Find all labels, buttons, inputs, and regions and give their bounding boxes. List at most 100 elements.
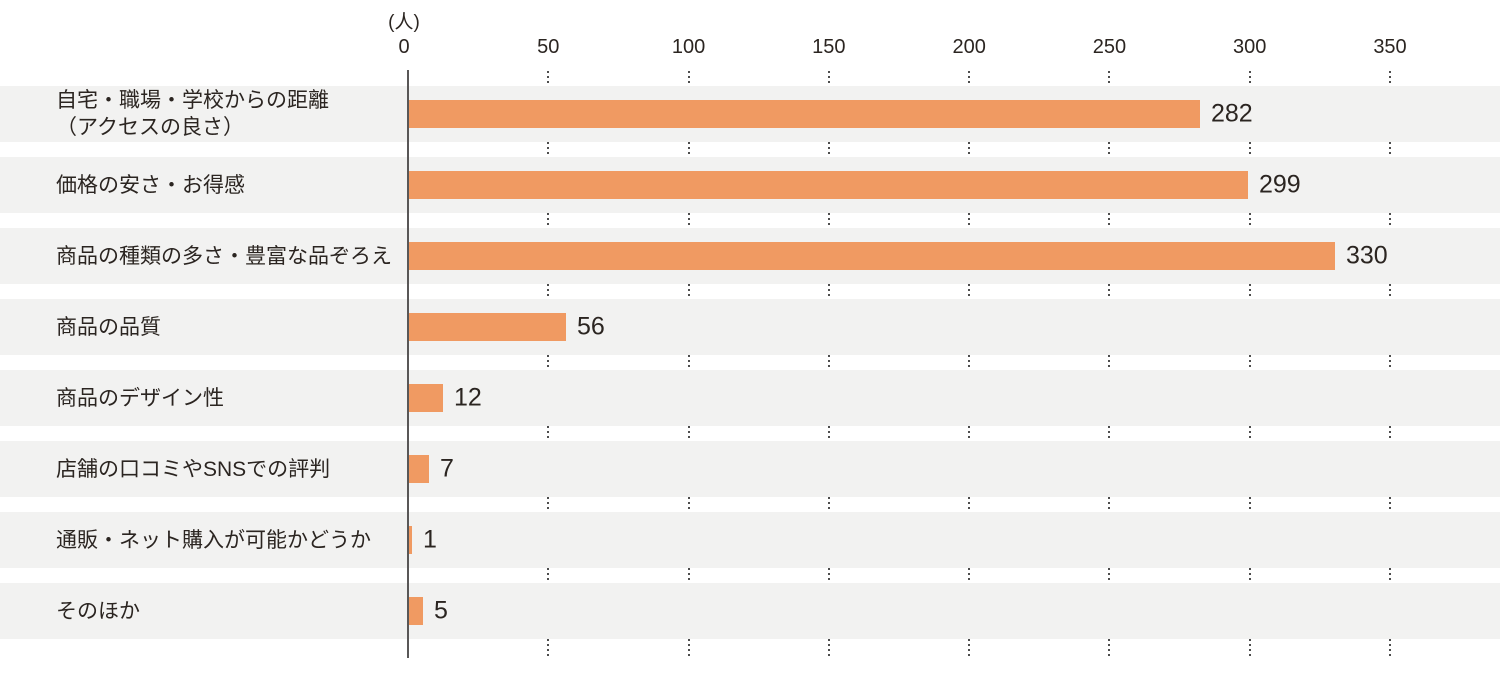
- grid-dotted-segment: [547, 426, 550, 441]
- x-tick-label: 350: [1373, 36, 1407, 58]
- category-label: 自宅・職場・学校からの距離 （アクセスの良さ）: [56, 89, 329, 139]
- grid-dotted-segment: [687, 355, 690, 370]
- x-tick-label: 0: [398, 36, 410, 58]
- grid-dotted-segment: [968, 639, 971, 658]
- grid-dotted-segment: [687, 426, 690, 441]
- grid-dotted-segment: [968, 355, 971, 370]
- grid-dotted-segment: [1108, 284, 1111, 299]
- grid-dotted-segment: [968, 213, 971, 228]
- grid-dotted-segment: [1108, 355, 1111, 370]
- grid-dotted-segment: [827, 284, 830, 299]
- category-label: そのほか: [56, 599, 140, 623]
- grid-dotted-segment: [1108, 426, 1111, 441]
- grid-dotted-segment: [547, 284, 550, 299]
- x-tick-label: 250: [1092, 36, 1127, 58]
- bar: [409, 455, 429, 483]
- grid-dotted-segment: [1108, 639, 1111, 658]
- value-label: 1: [423, 525, 437, 554]
- category-label: 商品の品質: [56, 315, 161, 339]
- grid-dotted-segment: [687, 568, 690, 583]
- grid-dotted-segment: [827, 568, 830, 583]
- chart-row: 商品の品質: [0, 299, 1500, 355]
- grid-dotted-segment: [1389, 426, 1391, 441]
- grid-dotted-segment: [1389, 639, 1391, 658]
- grid-dotted-segment: [827, 497, 830, 512]
- category-label: 通販・ネット購入が可能かどうか: [56, 528, 371, 552]
- grid-dotted-segment: [827, 142, 830, 157]
- grid-dotted-segment: [1389, 284, 1391, 299]
- grid-dotted-segment: [1389, 71, 1391, 86]
- grid-dotted-segment: [827, 639, 830, 658]
- chart-row: 通販・ネット購入が可能かどうか: [0, 512, 1500, 568]
- value-label: 12: [454, 383, 482, 412]
- x-tick-label: 200: [952, 36, 986, 58]
- grid-dotted-segment: [1108, 142, 1111, 157]
- value-label: 5: [434, 596, 448, 625]
- grid-dotted-segment: [827, 426, 830, 441]
- grid-dotted-segment: [827, 71, 830, 86]
- grid-dotted-segment: [547, 71, 550, 86]
- bar: [409, 171, 1248, 199]
- value-label: 56: [577, 312, 605, 341]
- value-label: 330: [1346, 241, 1388, 270]
- grid-dotted-segment: [1248, 639, 1251, 658]
- grid-dotted-segment: [968, 142, 971, 157]
- grid-dotted-segment: [1248, 426, 1251, 441]
- grid-dotted-segment: [687, 142, 690, 157]
- grid-dotted-segment: [1248, 355, 1251, 370]
- grid-dotted-segment: [968, 284, 971, 299]
- category-label: 商品のデザイン性: [56, 386, 224, 410]
- grid-dotted-segment: [968, 71, 971, 86]
- chart-row: 商品のデザイン性: [0, 370, 1500, 426]
- x-tick-label: 100: [671, 36, 706, 58]
- x-tick-label: 150: [812, 36, 846, 58]
- category-label: 価格の安さ・お得感: [56, 173, 245, 197]
- bar: [409, 384, 443, 412]
- value-label: 7: [440, 454, 454, 483]
- axis-unit-label: (人): [388, 12, 420, 33]
- grid-dotted-segment: [547, 568, 550, 583]
- grid-dotted-segment: [968, 568, 971, 583]
- grid-dotted-segment: [1248, 497, 1251, 512]
- x-tick-label: 300: [1233, 36, 1267, 58]
- grid-dotted-segment: [687, 71, 690, 86]
- chart-row: 店舗の口コミやSNSでの評判: [0, 441, 1500, 497]
- value-label: 282: [1211, 99, 1253, 128]
- grid-dotted-segment: [547, 639, 550, 658]
- grid-dotted-segment: [1108, 71, 1111, 86]
- grid-dotted-segment: [1389, 142, 1391, 157]
- grid-dotted-segment: [547, 355, 550, 370]
- chart-row: そのほか: [0, 583, 1500, 639]
- bar: [409, 242, 1335, 270]
- grid-dotted-segment: [827, 355, 830, 370]
- grid-dotted-segment: [547, 497, 550, 512]
- category-label: 商品の種類の多さ・豊富な品ぞろえ: [56, 244, 392, 268]
- grid-dotted-segment: [1389, 355, 1391, 370]
- zero-axis-line: [407, 70, 409, 658]
- grid-dotted-segment: [1248, 213, 1251, 228]
- grid-dotted-segment: [1108, 568, 1111, 583]
- grid-dotted-segment: [547, 213, 550, 228]
- grid-dotted-segment: [687, 497, 690, 512]
- grid-dotted-segment: [1108, 497, 1111, 512]
- grid-dotted-segment: [968, 497, 971, 512]
- value-label: 299: [1259, 170, 1301, 199]
- bar: [409, 526, 412, 554]
- category-label: 店舗の口コミやSNSでの評判: [56, 457, 331, 481]
- grid-dotted-segment: [687, 213, 690, 228]
- bar: [409, 100, 1200, 128]
- grid-dotted-segment: [968, 426, 971, 441]
- grid-dotted-segment: [1389, 497, 1391, 512]
- x-tick-label: 50: [537, 36, 560, 58]
- grid-dotted-segment: [1248, 71, 1251, 86]
- grid-dotted-segment: [827, 213, 830, 228]
- grid-dotted-segment: [1108, 213, 1111, 228]
- bar: [409, 313, 566, 341]
- grid-dotted-segment: [547, 142, 550, 157]
- grid-dotted-segment: [1248, 568, 1251, 583]
- grid-dotted-segment: [1248, 284, 1251, 299]
- bar: [409, 597, 423, 625]
- grid-dotted-segment: [1389, 568, 1391, 583]
- grid-dotted-segment: [687, 284, 690, 299]
